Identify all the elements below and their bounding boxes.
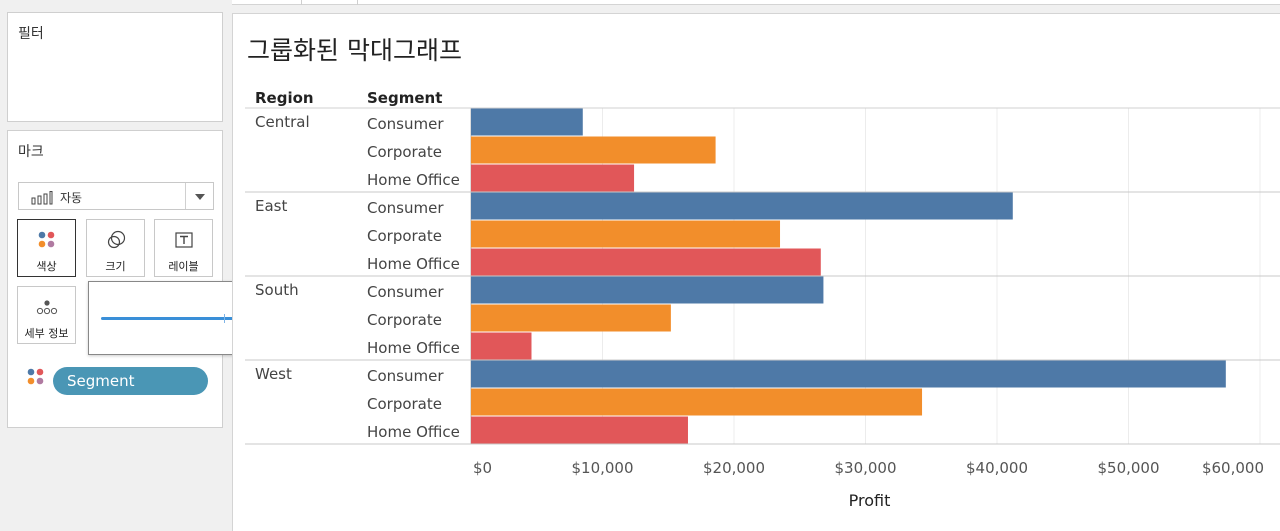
segment-label: Home Office [367, 423, 460, 441]
tick-label: $30,000 [834, 459, 896, 477]
bar [471, 192, 1013, 220]
segment-label: Consumer [367, 199, 444, 217]
size-slider-tick [224, 314, 225, 323]
size-button-label: 크기 [105, 260, 126, 273]
bar [471, 164, 635, 192]
segment-label: Home Office [367, 171, 460, 189]
size-button[interactable]: 크기 [86, 219, 145, 277]
segment-header: Segment [367, 89, 442, 107]
segment-label: Consumer [367, 367, 444, 385]
toolbar-strip [232, 0, 1280, 5]
color-icon [18, 229, 75, 251]
bar [471, 416, 688, 444]
size-icon [87, 229, 144, 251]
chevron-down-icon[interactable] [185, 183, 213, 209]
marks-card: 마크 자동 색상 크기 [7, 130, 223, 428]
size-slider-track[interactable] [101, 317, 331, 320]
segment-label: Consumer [367, 115, 444, 133]
tick-label: $40,000 [966, 459, 1028, 477]
color-legend-icon [26, 367, 46, 391]
segment-label: Consumer [367, 283, 444, 301]
segment-label: Home Office [367, 255, 460, 273]
region-label: East [255, 197, 287, 215]
bar [471, 360, 1226, 388]
tick-label: $20,000 [703, 459, 765, 477]
segment-label: Corporate [367, 311, 442, 329]
region-header: Region [255, 89, 314, 107]
label-button-label: 레이블 [168, 260, 199, 273]
detail-button[interactable]: 세부 정보 [17, 286, 76, 344]
region-label: South [255, 281, 299, 299]
tick-label: $60,000 [1202, 459, 1264, 477]
bar [471, 388, 923, 416]
segment-label: Corporate [367, 395, 442, 413]
x-axis-label: Profit [849, 491, 891, 510]
bar [471, 220, 781, 248]
tick-label: $0 [473, 459, 492, 477]
detail-icon [18, 296, 75, 318]
bar [471, 332, 532, 360]
tick-label: $50,000 [1097, 459, 1159, 477]
marks-title: 마크 [18, 144, 44, 160]
bar [471, 276, 824, 304]
segment-label: Corporate [367, 227, 442, 245]
sheet-title: 그룹화된 막대그래프 [247, 36, 462, 65]
region-label: West [255, 365, 292, 383]
segment-label: Corporate [367, 143, 442, 161]
tick-label: $10,000 [571, 459, 633, 477]
color-button-label: 색상 [36, 260, 57, 273]
mark-type-label: 자동 [60, 191, 83, 205]
filters-title: 필터 [18, 26, 44, 42]
filters-card[interactable]: 필터 [7, 12, 223, 122]
bar [471, 248, 821, 276]
color-button[interactable]: 색상 [17, 219, 76, 277]
bar [471, 304, 671, 332]
bar [471, 108, 583, 136]
bar [471, 136, 716, 164]
segment-color-pill[interactable]: Segment [53, 367, 208, 395]
label-icon [155, 229, 212, 251]
mark-type-dropdown[interactable]: 자동 [18, 182, 214, 210]
grouped-bar-chart: Region Segment Central Consumer Corporate Hom… [245, 89, 1280, 510]
region-label: Central [255, 113, 310, 131]
detail-button-label: 세부 정보 [24, 327, 69, 340]
bar-chart-icon [31, 190, 53, 209]
worksheet: 그룹화된 막대그래프 Region Segment Central Consumer C… [232, 13, 1280, 531]
label-button[interactable]: 레이블 [154, 219, 213, 277]
segment-label: Home Office [367, 339, 460, 357]
